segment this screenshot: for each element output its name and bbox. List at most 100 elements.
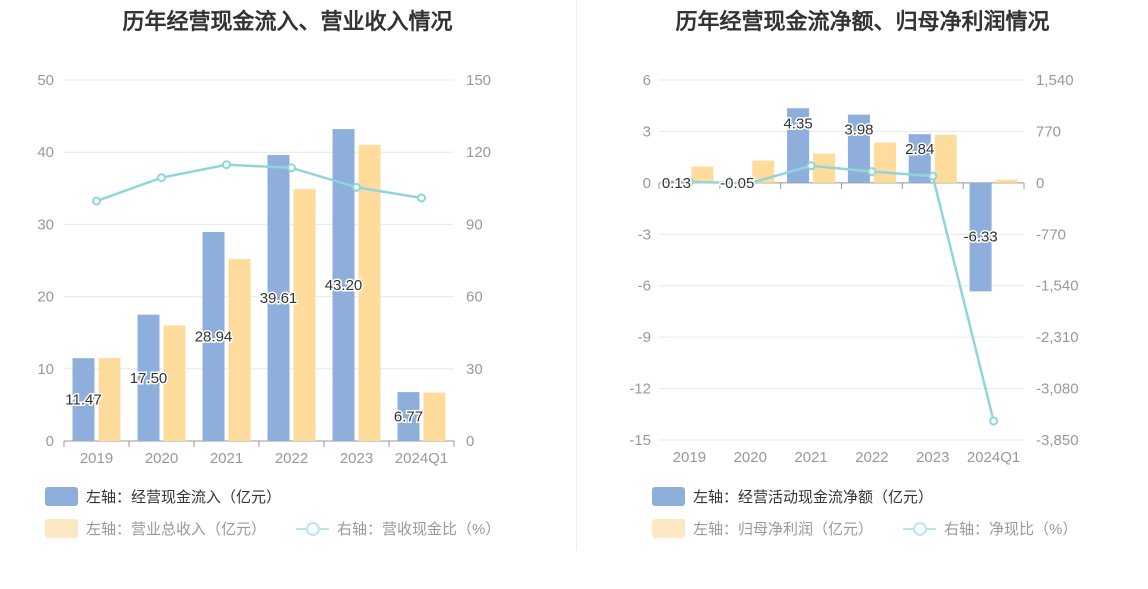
x-axis-category-label: 2020	[734, 449, 767, 466]
bar-primary	[847, 114, 870, 183]
bar-data-label: 11.47	[65, 392, 101, 409]
ratio-point	[92, 196, 101, 206]
bar-primary	[787, 108, 810, 183]
left-axis-tick-label: -15	[629, 432, 651, 449]
bar-secondary	[934, 134, 957, 183]
legend-label: 左轴：经营现金流入（亿元）	[86, 489, 282, 506]
bar-primary	[202, 232, 225, 441]
left-axis-tick-label: 3	[643, 123, 651, 140]
ratio-point	[684, 177, 694, 187]
legend-label: 左轴：营业总收入（亿元）	[86, 521, 267, 538]
right-axis-tick-label: 120	[466, 144, 491, 161]
bar-secondary	[98, 357, 121, 441]
ratio-point	[417, 193, 426, 203]
legend-label: 右轴：净现比（%）	[944, 521, 1078, 538]
legend-label: 左轴：归母净利润（亿元）	[693, 521, 874, 538]
bar-data-label: 28.94	[195, 329, 233, 346]
x-axis-category-label: 2023	[340, 450, 373, 467]
legend-line-circle-icon	[296, 519, 329, 538]
legend-swatch-orange	[45, 519, 78, 538]
left-chart-svg: 0 10 20 30 40 50 0 30 60 90 120 150 2019 2020 2021 2022…	[37, 72, 491, 467]
left-axis-tick-label: -6	[638, 278, 651, 295]
left-chart-title: 历年经营现金流入、营业收入情况	[122, 9, 453, 34]
bar-primary	[332, 129, 355, 441]
ratio-point	[157, 173, 166, 183]
bar-secondary	[995, 179, 1018, 183]
ratio-point	[989, 416, 999, 426]
legend-item-net-cash-ratio[interactable]: 右轴：净现比（%）	[903, 518, 1077, 539]
left-axis-tick-label: 20	[37, 289, 54, 306]
legend-label: 右轴：营收现金比（%）	[337, 521, 501, 538]
legend-swatch-blue	[652, 487, 685, 506]
ratio-point	[287, 163, 296, 173]
bar-primary	[72, 358, 95, 441]
left-chart-panel: 历年经营现金流入、营业收入情况 0 10 20 30 40 50 0 30 60 90 120 150…	[0, 0, 575, 550]
legend-item-cash-inflow[interactable]: 左轴：经营现金流入（亿元）	[45, 486, 281, 507]
bar-primary	[908, 134, 931, 183]
bar-data-label: -0.05	[720, 175, 754, 192]
legend-swatch-orange	[652, 519, 685, 538]
left-axis-tick-label: -3	[638, 226, 651, 243]
right-axis-tick-label: 60	[466, 289, 483, 306]
x-axis-category-label: 2022	[275, 450, 308, 467]
x-axis-category-label: 2024Q1	[395, 450, 448, 467]
ratio-point	[745, 178, 755, 188]
bar-data-label: 4.35	[783, 115, 812, 132]
x-axis-category-label: 2022	[855, 449, 888, 466]
ratio-point	[352, 182, 361, 192]
left-axis-tick-label: 30	[37, 216, 54, 233]
bar-primary	[137, 314, 160, 441]
bar-data-label: 43.20	[325, 277, 363, 294]
bar-data-label: 0.13	[662, 175, 691, 192]
right-axis-tick-label: 30	[466, 361, 483, 378]
left-axis-tick-label: 0	[46, 433, 54, 450]
left-axis-tick-label: 10	[37, 361, 54, 378]
x-axis-category-label: 2019	[673, 449, 706, 466]
x-axis-category-label: 2021	[210, 450, 243, 467]
legend-item-revenue[interactable]: 左轴：营业总收入（亿元）	[45, 518, 266, 539]
panel-divider	[576, 0, 577, 550]
right-axis-tick-label: 1,540	[1036, 72, 1074, 89]
bar-secondary	[873, 142, 896, 183]
right-axis-tick-label: -770	[1036, 226, 1066, 243]
right-axis-tick-label: -3,080	[1036, 381, 1079, 398]
ratio-line	[689, 164, 995, 422]
left-axis-tick-label: -9	[638, 329, 651, 346]
ratio-point	[928, 171, 938, 181]
bar-secondary	[228, 259, 251, 441]
legend-item-net-cash-flow[interactable]: 左轴：经营活动现金流净额（亿元）	[652, 486, 933, 507]
ratio-point	[867, 167, 877, 177]
bar-data-label: -6.33	[963, 228, 997, 245]
bar-data-label: 17.50	[130, 370, 168, 387]
left-axis-tick-label: 0	[643, 175, 651, 192]
bar-secondary	[358, 144, 381, 442]
left-axis-tick-label: 6	[643, 72, 651, 89]
bar-primary	[397, 392, 420, 441]
bar-primary	[267, 155, 290, 441]
legend-swatch-blue	[45, 487, 78, 506]
x-axis-category-label: 2023	[916, 449, 949, 466]
bar-data-label: 6.77	[394, 409, 423, 426]
right-axis-tick-label: 90	[466, 216, 483, 233]
x-axis-category-label: 2020	[145, 450, 178, 467]
legend-item-cash-ratio[interactable]: 右轴：营收现金比（%）	[296, 518, 500, 539]
x-axis-category-label: 2019	[80, 450, 113, 467]
ratio-point	[222, 160, 231, 170]
right-axis-tick-label: 0	[466, 433, 474, 450]
left-axis-tick-label: -12	[629, 381, 651, 398]
x-axis-category-label: 2021	[794, 449, 827, 466]
left-axis-tick-label: 40	[37, 144, 54, 161]
bar-data-label: 2.84	[905, 141, 934, 158]
bar-data-label: 3.98	[844, 122, 873, 139]
right-axis-tick-label: 770	[1036, 123, 1061, 140]
right-axis-tick-label: 150	[466, 72, 491, 89]
bar-data-label: 39.61	[260, 290, 298, 307]
right-axis-tick-label: -3,850	[1036, 432, 1079, 449]
right-axis-tick-label: -1,540	[1036, 278, 1079, 295]
bar-secondary	[813, 153, 836, 183]
bar-primary	[969, 182, 992, 292]
bar-secondary	[293, 189, 316, 441]
right-chart-svg: -15 -12 -9 -6 -3 0 3 6 -3,850 -3,080 -2,310 -1,540 -…	[629, 72, 1079, 466]
legend-item-net-profit[interactable]: 左轴：归母净利润（亿元）	[652, 518, 873, 539]
ratio-line	[96, 163, 422, 203]
